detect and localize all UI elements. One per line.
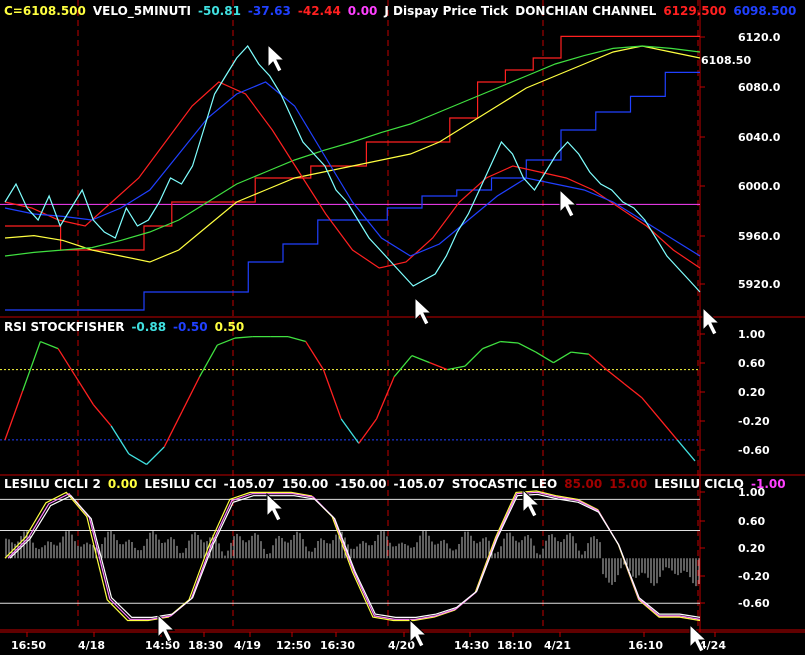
x-tick-label: 4/18	[78, 639, 105, 652]
rsi-segment	[199, 344, 218, 378]
y-tick-label: 0.20	[738, 542, 765, 555]
x-tick-label: 16:30	[320, 639, 355, 652]
rsi-segment	[641, 397, 661, 420]
mouse-cursor-icon	[522, 488, 541, 518]
rsi-segment	[464, 348, 484, 367]
rsi-segment	[447, 365, 466, 371]
rsi-segment	[305, 341, 325, 371]
last-price-label: 6108.50	[701, 54, 751, 67]
oscillator-panel-header: LESILU CICLI 2 0.00 LESILU CCI -105.07 150.0…	[4, 477, 786, 491]
y-tick-label: 0.60	[738, 515, 765, 528]
y-tick-label: -0.60	[738, 597, 770, 610]
ciclo-magenta-line	[7, 491, 701, 620]
rsi-segment	[4, 390, 24, 441]
rsi-segment	[606, 369, 625, 385]
rsi-segment	[57, 348, 77, 378]
donchian-lower	[5, 71, 700, 311]
y-tick-label: 0.20	[738, 386, 765, 399]
x-tick-label: 16:10	[628, 639, 663, 652]
x-tick-label: 14:50	[145, 639, 180, 652]
y-tick-label: 1.00	[738, 486, 765, 499]
x-tick-label: 18:10	[497, 639, 532, 652]
mouse-cursor-icon	[267, 43, 286, 73]
x-tick-label: 14:30	[454, 639, 489, 652]
rsi-segment	[375, 376, 395, 420]
moving-average-1	[4, 45, 701, 263]
mouse-cursor-icon	[559, 188, 578, 218]
x-tick-label: 18:30	[188, 639, 223, 652]
y-tick-label: 6120.0	[738, 31, 781, 44]
rsi-segment	[659, 418, 678, 441]
x-tick-label: 12:50	[276, 639, 311, 652]
x-tick-label: 4/20	[388, 639, 415, 652]
rsi-segment	[571, 351, 589, 355]
rsi-segment	[411, 355, 430, 364]
rsi-segment	[500, 340, 519, 344]
rsi-segment	[217, 337, 236, 346]
moving-average-3	[4, 81, 701, 269]
rsi-segment	[623, 383, 643, 399]
rsi-segment	[553, 351, 572, 364]
mouse-cursor-icon	[689, 623, 708, 653]
y-tick-label: 6000.0	[738, 180, 781, 193]
rsi-segment	[340, 418, 360, 444]
donchian-upper	[5, 35, 700, 251]
mouse-cursor-icon	[409, 618, 428, 648]
mouse-cursor-icon	[266, 492, 285, 522]
x-tick-label: 4/21	[544, 639, 571, 652]
rsi-panel-header: RSI STOCKFISHER -0.88 -0.50 0.50	[4, 320, 244, 334]
moving-average-2	[4, 45, 701, 257]
y-tick-label: 5920.0	[738, 278, 781, 291]
rsi-segment	[92, 404, 112, 427]
rsi-segment	[322, 369, 342, 420]
cicli-yellow-line	[4, 490, 701, 622]
x-tick-label: 4/19	[234, 639, 261, 652]
x-tick-label: 4/24	[699, 639, 726, 652]
y-tick-label: 1.00	[738, 328, 765, 341]
y-tick-label: -0.20	[738, 415, 770, 428]
rsi-segment	[517, 342, 537, 353]
mouse-cursor-icon	[157, 613, 176, 643]
rsi-segment	[75, 376, 95, 406]
rsi-segment	[234, 335, 253, 339]
rsi-segment	[146, 446, 165, 465]
rsi-segment	[676, 439, 696, 462]
moving-average-4	[4, 81, 701, 257]
stocastic-white-line	[9, 493, 701, 619]
rsi-segment	[110, 425, 130, 455]
price-line	[4, 45, 701, 293]
rsi-segment	[588, 353, 607, 371]
y-tick-label: 6040.0	[738, 131, 781, 144]
x-tick-label: 16:50	[11, 639, 46, 652]
rsi-segment	[287, 336, 306, 343]
mouse-cursor-icon	[702, 306, 721, 336]
rsi-segment	[128, 453, 147, 466]
rsi-segment	[22, 341, 41, 391]
rsi-segment	[535, 351, 554, 364]
rsi-segment	[393, 355, 413, 378]
y-tick-label: -0.20	[738, 570, 770, 583]
rsi-segment	[482, 340, 501, 350]
rsi-segment	[40, 340, 59, 350]
rsi-segment	[358, 418, 378, 444]
y-tick-label: -0.60	[738, 444, 770, 457]
price-panel-header: C=6108.500 VELO_5MINUTI -50.81 -37.63 -42.44…	[4, 4, 796, 19]
mouse-cursor-icon	[414, 296, 433, 326]
rsi-segment	[181, 376, 201, 413]
y-tick-label: 0.60	[738, 357, 765, 370]
y-tick-label: 5960.0	[738, 230, 781, 243]
y-tick-label: 6080.0	[738, 81, 781, 94]
rsi-segment	[429, 362, 448, 371]
rsi-segment	[163, 411, 183, 448]
